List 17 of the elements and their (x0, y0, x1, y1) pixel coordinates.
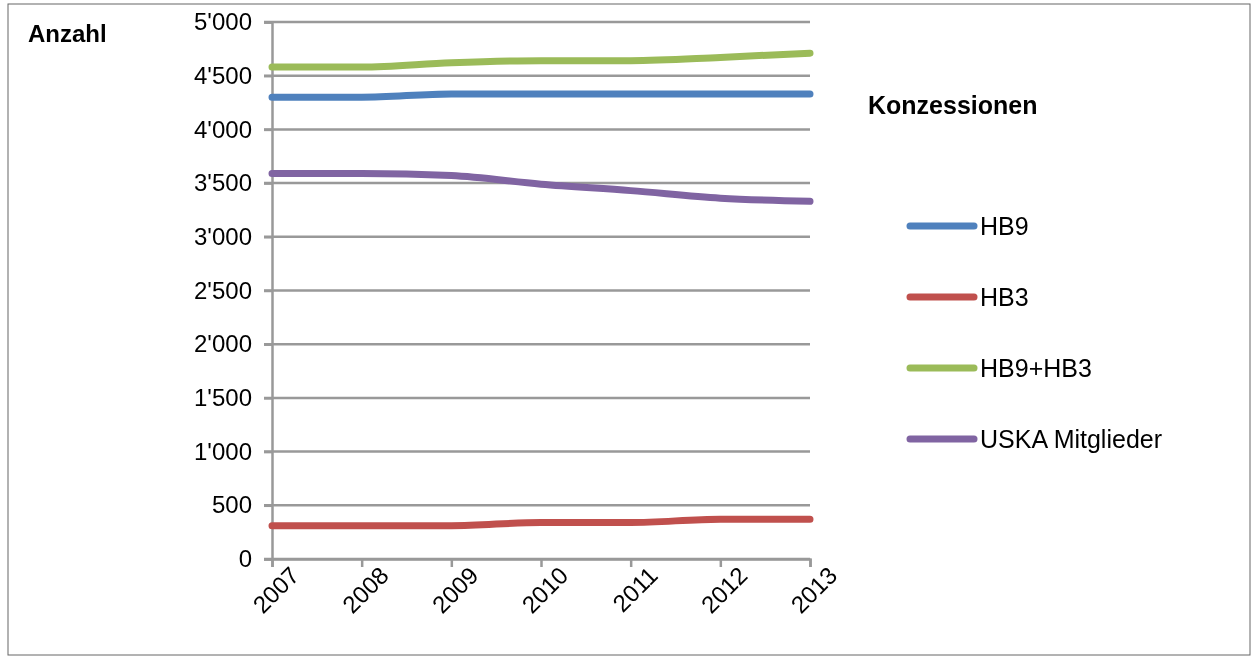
legend-label: HB3 (980, 283, 1029, 311)
y-tick-label: 500 (211, 491, 252, 519)
y-tick-label: 3'000 (194, 222, 252, 250)
legend-label: HB9 (980, 212, 1029, 240)
legend-label: HB9+HB3 (980, 354, 1092, 382)
y-tick-label: 2'500 (194, 276, 252, 304)
y-tick-label: 3'500 (194, 169, 252, 197)
y-tick-label: 1'000 (194, 437, 252, 465)
y-tick-label: 5'000 (194, 8, 252, 36)
y-tick-label: 0 (238, 545, 252, 573)
y-axis-title: Anzahl (28, 20, 107, 47)
y-tick-label: 4'500 (194, 61, 252, 89)
y-tick-label: 2'000 (194, 330, 252, 358)
y-tick-label: 1'500 (194, 384, 252, 412)
y-tick-label: 4'000 (194, 115, 252, 143)
legend-label: USKA Mitglieder (980, 425, 1163, 453)
legend-title: Konzessionen (868, 91, 1038, 119)
